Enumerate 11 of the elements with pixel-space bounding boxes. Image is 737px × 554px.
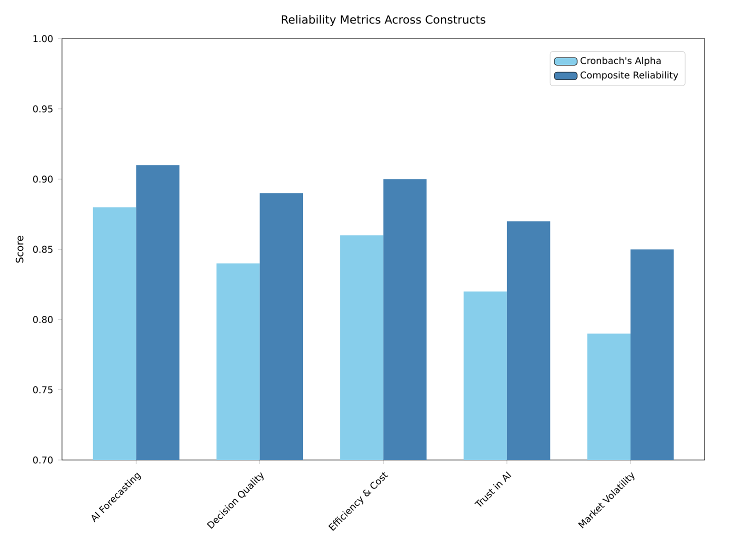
y-axis-title: Score [16, 236, 24, 263]
y-tick-label: 1.00 [34, 35, 53, 42]
legend-label: Cronbach's Alpha [580, 56, 661, 66]
chart-title: Reliability Metrics Across Constructs [282, 14, 486, 26]
y-tick-label: 0.85 [33, 246, 52, 253]
legend-label: Composite Reliability [580, 71, 678, 80]
y-tick-label: 0.80 [33, 316, 53, 324]
y-tick-label: 0.95 [33, 105, 52, 112]
y-tick-label: 0.75 [33, 386, 52, 394]
y-tick-label: 0.90 [33, 176, 53, 183]
y-tick-label: 0.70 [33, 456, 53, 464]
